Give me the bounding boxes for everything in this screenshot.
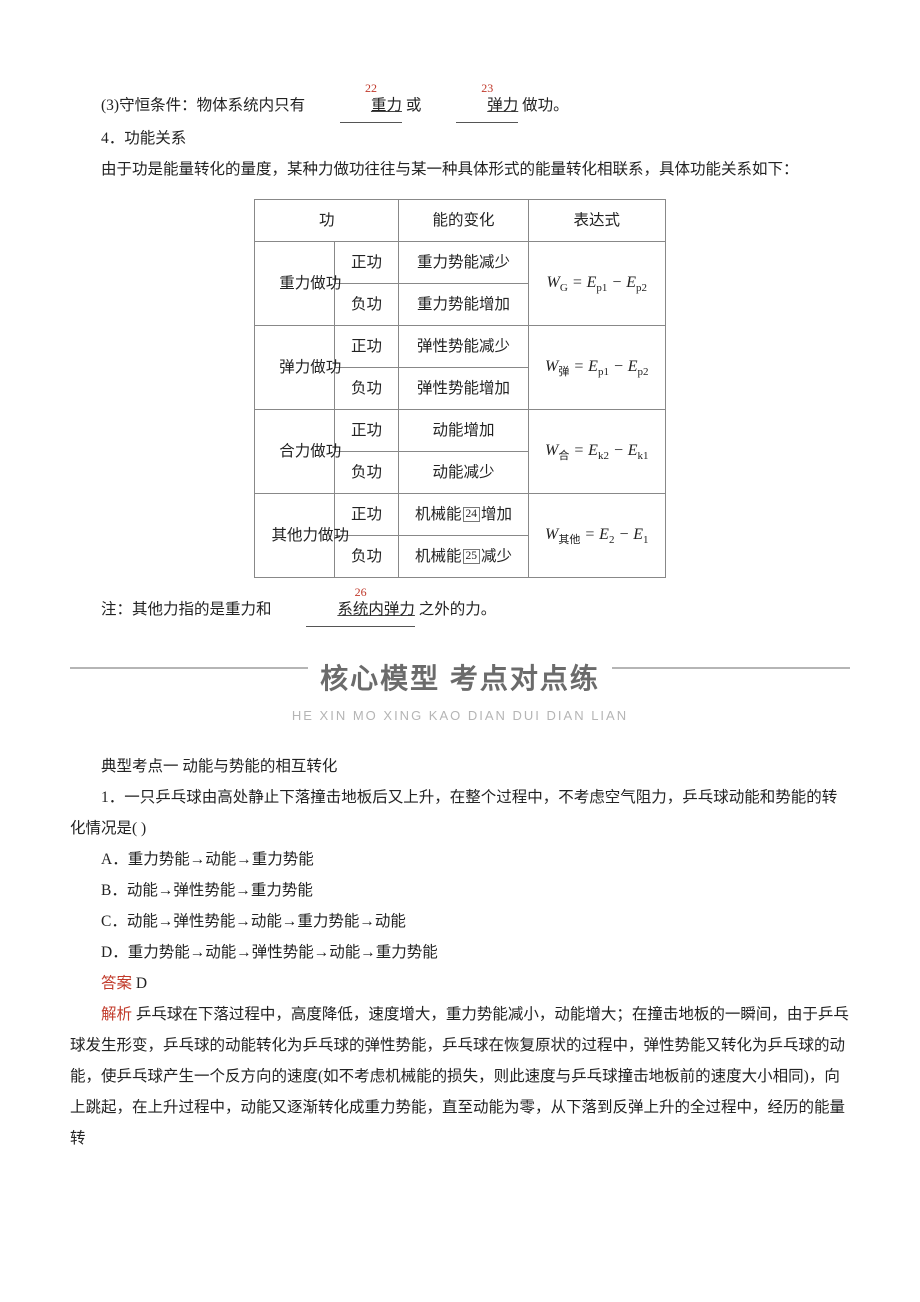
conservation-condition: (3)守恒条件：物体系统内只有 22 重力 或 23 弹力 做功。 [70, 90, 850, 123]
force-spring: 弹力做功 [255, 326, 335, 410]
section-banner: 核心模型 考点对点练 HE XIN MO XING KAO DIAN DUI D… [70, 651, 850, 729]
net-pos-change: 动能增加 [399, 410, 529, 452]
other-neg-change: 机械能25减少 [399, 536, 529, 578]
cond-prefix: (3)守恒条件：物体系统内只有 [101, 97, 305, 114]
question-1: 1．一只乒乓球由高处静止下落撞击地板后又上升，在整个过程中，不考虑空气阻力，乒乓… [70, 782, 850, 844]
box-24: 24 [463, 507, 481, 522]
sup-26: 26 [324, 580, 367, 604]
option-a: A．重力势能→动能→重力势能 [70, 844, 850, 875]
expr-other: W其他 = E2 − E1 [529, 494, 665, 578]
spring-pos-change: 弹性势能减少 [399, 326, 529, 368]
other-pos-change: 机械能24增加 [399, 494, 529, 536]
net-neg-change: 动能减少 [399, 452, 529, 494]
force-net: 合力做功 [255, 410, 335, 494]
blank-26: 26 系统内弹力 [275, 594, 415, 627]
expr-net: W合 = Ek2 − Ek1 [529, 410, 665, 494]
sec4-title: 4．功能关系 [70, 123, 850, 154]
spring-pos: 正功 [334, 326, 398, 368]
answer-line: 答案 D [70, 968, 850, 999]
option-d: D．重力势能→动能→弹性势能→动能→重力势能 [70, 937, 850, 968]
sup-23: 23 [450, 76, 493, 100]
gravity-neg-change: 重力势能增加 [399, 284, 529, 326]
spring-neg: 负功 [334, 368, 398, 410]
gravity-pos: 正功 [334, 242, 398, 284]
note-suffix: 之外的力。 [419, 601, 497, 618]
table-note: 注：其他力指的是重力和 26 系统内弹力 之外的力。 [70, 594, 850, 627]
expr-spring: W弹 = Ep1 − Ep2 [529, 326, 665, 410]
gravity-neg: 负功 [334, 284, 398, 326]
option-c: C．动能→弹性势能→动能→重力势能→动能 [70, 906, 850, 937]
analysis-block: 解析 乒乓球在下落过程中，高度降低，速度增大，重力势能减小，动能增大；在撞击地板… [70, 999, 850, 1154]
analysis-label: 解析 [101, 1006, 132, 1023]
force-gravity: 重力做功 [255, 242, 335, 326]
sec4-body: 由于功是能量转化的量度，某种力做功往往与某一种具体形式的能量转化相联系，具体功能… [70, 154, 850, 185]
sup-22: 22 [334, 76, 377, 100]
force-other: 其他力做功 [255, 494, 335, 578]
net-neg: 负功 [334, 452, 398, 494]
banner-title: 核心模型 考点对点练 [308, 651, 612, 707]
box-25: 25 [463, 549, 481, 564]
net-pos: 正功 [334, 410, 398, 452]
cond-or: 或 [406, 97, 422, 114]
work-energy-table: 功 能的变化 表达式 重力做功 正功 重力势能减少 WG = Ep1 − Ep2… [254, 199, 665, 578]
spring-neg-change: 弹性势能增加 [399, 368, 529, 410]
note-prefix: 注：其他力指的是重力和 [101, 601, 272, 618]
analysis-body: 乒乓球在下落过程中，高度降低，速度增大，重力势能减小，动能增大；在撞击地板的一瞬… [70, 1006, 849, 1147]
cond-suffix: 做功。 [522, 97, 569, 114]
blank-23: 23 弹力 [425, 90, 518, 123]
blank-22: 22 重力 [309, 90, 402, 123]
th-energy: 能的变化 [399, 200, 529, 242]
th-expr: 表达式 [529, 200, 665, 242]
gravity-pos-change: 重力势能减少 [399, 242, 529, 284]
th-work: 功 [255, 200, 399, 242]
expr-gravity: WG = Ep1 − Ep2 [529, 242, 665, 326]
option-b: B．动能→弹性势能→重力势能 [70, 875, 850, 906]
answer-value: D [136, 975, 147, 992]
topic-title: 典型考点一 动能与势能的相互转化 [70, 751, 850, 782]
answer-label: 答案 [101, 975, 132, 992]
